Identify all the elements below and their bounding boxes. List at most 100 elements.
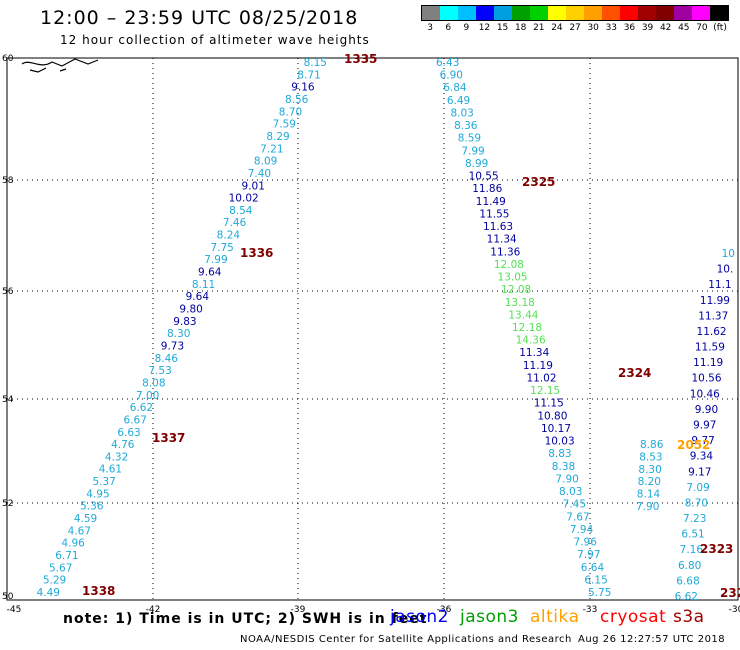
map-title: 12:00 – 23:59 UTC 08/25/2018 xyxy=(40,7,359,29)
color-scale-label: 15 xyxy=(496,23,509,33)
wave-height-value: 8.46 xyxy=(155,353,179,365)
color-scale-swatch xyxy=(458,6,476,20)
wave-height-value: 8.29 xyxy=(266,131,289,143)
legend-altika: altika xyxy=(530,607,580,627)
legend-jason3: jason3 xyxy=(460,607,519,627)
wave-height-value: 8.30 xyxy=(638,464,661,476)
wave-height-value: 6.63 xyxy=(117,427,140,439)
wave-height-value: 8.08 xyxy=(142,377,165,389)
color-scale-label: 24 xyxy=(551,23,563,33)
wave-height-value: 8.59 xyxy=(458,133,481,145)
latitude-tick-label: 58 xyxy=(2,176,14,186)
wave-height-value: 7.46 xyxy=(223,217,247,229)
map-subtitle: 12 hour collection of altimeter wave hei… xyxy=(60,33,370,47)
wave-height-value: 8.24 xyxy=(217,230,241,242)
orbit-number-label: 232 xyxy=(720,586,740,600)
wave-height-value: 4.76 xyxy=(111,439,135,451)
orbit-number-label: 1335 xyxy=(344,52,377,66)
color-scale-swatch xyxy=(692,6,710,20)
wave-height-value: 11.34 xyxy=(487,234,517,246)
wave-height-value: 8.86 xyxy=(640,439,664,451)
wave-height-value: 12.08 xyxy=(494,259,524,271)
wave-height-value: 11.02 xyxy=(526,372,556,384)
latitude-tick-label: 56 xyxy=(2,287,14,297)
wave-height-value: 5.67 xyxy=(49,562,72,574)
longitude-tick-label: -42 xyxy=(146,605,161,615)
color-scale-label: 21 xyxy=(533,23,545,33)
color-scale-label: 36 xyxy=(623,23,636,33)
wave-height-value: 10.55 xyxy=(469,171,499,183)
color-scale-swatch xyxy=(494,6,512,20)
wave-height-value: 7.23 xyxy=(683,513,706,525)
color-scale-swatch xyxy=(512,6,530,20)
wave-height-value: 4.95 xyxy=(86,488,109,500)
wave-height-value: 9.80 xyxy=(179,304,202,316)
wave-height-value: 11.19 xyxy=(523,360,553,372)
wave-height-value: 6.67 xyxy=(124,414,147,426)
wave-height-value: 11.37 xyxy=(698,310,728,322)
wave-height-value: 5.75 xyxy=(588,587,611,599)
longitude-tick-label: -45 xyxy=(7,605,22,615)
wave-height-value: 11.19 xyxy=(693,357,723,369)
wave-height-value: 11.49 xyxy=(476,196,506,208)
color-scale-label: 3 xyxy=(427,23,433,33)
latitude-tick-label: 54 xyxy=(2,395,14,405)
wave-height-value: 7.59 xyxy=(273,119,296,131)
wave-height-value: 8.36 xyxy=(454,120,478,132)
wave-height-value: 6.43 xyxy=(436,57,459,69)
color-scale-label: 70 xyxy=(696,23,708,33)
wave-height-value: 7.40 xyxy=(248,168,271,180)
wave-height-value: 7.00 xyxy=(136,390,159,402)
longitude-tick-label: -39 xyxy=(291,605,306,615)
orbit-number-label: 1338 xyxy=(82,584,115,598)
longitude-tick-label: -33 xyxy=(583,605,598,615)
wave-height-value: 4.49 xyxy=(37,587,60,599)
wave-height-value: 13.18 xyxy=(505,297,535,309)
wave-height-value: 11.62 xyxy=(697,326,727,338)
color-scale-label: 42 xyxy=(659,23,672,33)
wave-height-value: 7.45 xyxy=(563,499,586,511)
wave-height-value: 10.46 xyxy=(690,388,720,400)
legend-cryosat: cryosat xyxy=(600,607,667,627)
color-scale-swatch xyxy=(584,6,602,20)
wave-height-value: 8.14 xyxy=(637,489,661,501)
wave-height-value: 4.32 xyxy=(105,451,128,463)
wave-height-value: 11.36 xyxy=(490,246,520,258)
wave-height-value: 6.90 xyxy=(440,70,463,82)
wave-height-value: 11.59 xyxy=(695,342,725,354)
units-note: note: 1) Time is in UTC; 2) SWH is in fe… xyxy=(63,611,428,627)
wave-height-value: 8.03 xyxy=(559,486,582,498)
wave-height-value: 8.56 xyxy=(285,94,309,106)
wave-height-value: 8.83 xyxy=(548,448,571,460)
wave-height-value: 11.86 xyxy=(472,183,502,195)
wave-height-value: 9.34 xyxy=(690,451,714,463)
wave-height-value: 7.97 xyxy=(577,549,600,561)
color-scale-swatch xyxy=(476,6,494,20)
wave-height-value: 14.36 xyxy=(516,335,546,347)
color-scale: 3 6 9 12 15 18 21 24 27 30 33 36 39 42 45 70 (ft) xyxy=(421,5,729,33)
wave-height-value: 6.64 xyxy=(581,562,605,574)
wave-height-value: 6.84 xyxy=(443,82,467,94)
color-scale-swatch xyxy=(422,6,440,20)
wave-height-value: 5.37 xyxy=(92,476,115,488)
wave-height-value: 10.80 xyxy=(537,410,567,422)
longitude-tick-label: -30 xyxy=(729,605,740,615)
color-scale-label: 6 xyxy=(445,23,452,33)
wave-height-value: 6.62 xyxy=(130,402,153,414)
color-scale-label: 12 xyxy=(478,23,491,33)
wave-height-value: 8.15 xyxy=(304,57,327,69)
color-scale-swatch xyxy=(656,6,674,20)
wave-height-value: 5.29 xyxy=(43,575,66,587)
color-scale-bar xyxy=(421,5,729,21)
color-scale-swatch xyxy=(566,6,584,20)
latitude-tick-label: 52 xyxy=(2,499,13,509)
color-scale-label: 45 xyxy=(678,23,690,33)
wave-height-value: 13.44 xyxy=(508,309,538,321)
orbit-number-label: 1337 xyxy=(152,431,185,445)
wave-height-value: 8.70 xyxy=(279,106,302,118)
wave-height-value: 9.73 xyxy=(161,340,184,352)
color-scale-label: 33 xyxy=(605,23,618,33)
wave-height-value: 7.53 xyxy=(148,365,171,377)
color-scale-swatch xyxy=(620,6,638,20)
